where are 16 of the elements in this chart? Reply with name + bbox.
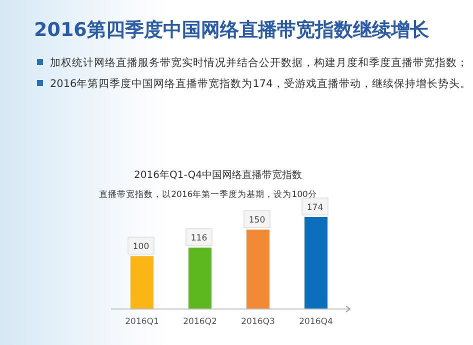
- bar: [130, 256, 154, 309]
- data-label: 174: [306, 203, 324, 213]
- data-label: 100: [132, 242, 150, 252]
- text: 2016年第四季度中国网络直播带宽指数为174，受游戏直播带动，继续保持增长势头。: [50, 77, 471, 90]
- data-label: 150: [248, 216, 266, 226]
- chart-subtitle: 2016年Q1-Q4中国网络直播带宽指数: [134, 169, 302, 181]
- x-tick-label: 2016Q1: [125, 317, 159, 327]
- text: 直播带宽指数，以2016年第一季度为基期，设为100分: [99, 189, 317, 200]
- x-tick-label: 2016Q3: [241, 317, 275, 327]
- bar: [188, 248, 212, 309]
- data-label: 116: [190, 234, 208, 244]
- text: 加权统计网络直播服务带宽实时情况并结合公开数据，构建月度和季度直播带宽指数；: [50, 56, 468, 69]
- x-tick-label: 2016Q2: [183, 317, 217, 327]
- x-tick-label: 2016Q4: [299, 317, 333, 327]
- bar: [304, 217, 328, 309]
- chart-title: 2016第四季度中国网络直播带宽指数继续增长: [34, 19, 430, 41]
